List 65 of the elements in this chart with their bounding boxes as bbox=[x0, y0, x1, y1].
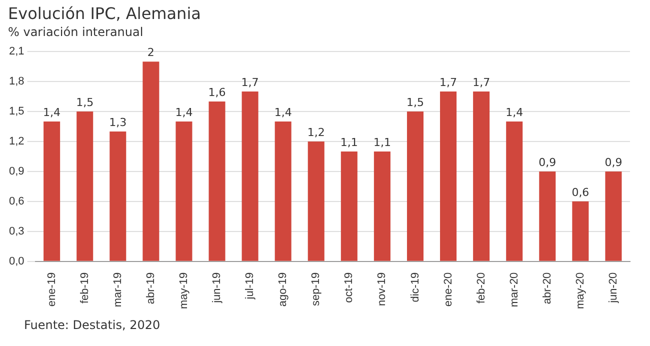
y-tick-label: 1,5 bbox=[8, 106, 24, 118]
data-label: 1,4 bbox=[43, 106, 61, 119]
x-tick-label: mar-19 bbox=[112, 272, 124, 308]
data-label: 1,4 bbox=[274, 106, 292, 119]
y-tick-label: 0,6 bbox=[8, 195, 24, 208]
data-label: 1,1 bbox=[340, 136, 358, 149]
x-tick-label: may-19 bbox=[178, 272, 190, 310]
bar bbox=[142, 62, 160, 261]
x-tick-label: ene-19 bbox=[46, 272, 58, 307]
data-label: 0,6 bbox=[572, 186, 590, 199]
x-tick-label: ago-19 bbox=[277, 272, 290, 307]
x-tick-label: nov-19 bbox=[376, 272, 388, 306]
bar bbox=[340, 151, 358, 261]
y-tick-label: 1,8 bbox=[8, 76, 24, 88]
data-label: 2 bbox=[147, 46, 154, 59]
bar bbox=[44, 122, 60, 261]
data-label: 1,3 bbox=[109, 116, 127, 129]
x-tick-label: feb-20 bbox=[475, 272, 488, 304]
data-label: 1,4 bbox=[175, 106, 193, 119]
bar bbox=[110, 131, 126, 261]
data-label: 1,5 bbox=[406, 96, 424, 109]
data-label: 1,7 bbox=[440, 76, 458, 89]
data-label: 1,1 bbox=[373, 136, 391, 149]
data-label: 1,5 bbox=[76, 96, 94, 109]
y-tick-label: 0,3 bbox=[8, 225, 24, 238]
bar bbox=[440, 92, 457, 261]
x-tick-label: oct-19 bbox=[343, 272, 356, 303]
x-tick-label: dic-19 bbox=[409, 272, 422, 302]
x-tick-label: abr-20 bbox=[541, 272, 554, 304]
data-label: 0,9 bbox=[538, 156, 556, 169]
bar bbox=[406, 112, 424, 261]
bar bbox=[572, 201, 589, 261]
x-tick-label: feb-19 bbox=[78, 272, 91, 304]
x-tick-label: jun-19 bbox=[211, 272, 224, 304]
x-tick-label: may-20 bbox=[574, 272, 586, 310]
data-label: 1,7 bbox=[241, 76, 259, 89]
data-label: 1,6 bbox=[208, 86, 226, 99]
bar bbox=[76, 112, 94, 261]
data-label: 1,7 bbox=[472, 76, 490, 89]
bar bbox=[242, 92, 258, 261]
x-tick-label: sep-19 bbox=[310, 272, 322, 306]
bar bbox=[208, 102, 226, 261]
bar bbox=[308, 141, 324, 261]
y-tick-label: 0,0 bbox=[8, 255, 24, 268]
x-tick-label: mar-20 bbox=[508, 272, 520, 308]
x-tick-label: jul-19 bbox=[244, 272, 256, 300]
y-tick-label: 2,1 bbox=[8, 46, 24, 58]
bar bbox=[506, 122, 523, 261]
bar bbox=[539, 171, 556, 261]
x-tick-label: abr-19 bbox=[144, 272, 157, 304]
y-tick-label: 1,2 bbox=[8, 136, 24, 148]
bar bbox=[605, 171, 622, 261]
bar bbox=[176, 122, 192, 261]
y-tick-label: 0,9 bbox=[8, 165, 24, 178]
x-tick-label: ene-20 bbox=[442, 272, 454, 307]
bar bbox=[274, 122, 292, 261]
data-label: 1,2 bbox=[307, 126, 325, 139]
chart-title: Evolución IPC, Alemania bbox=[8, 4, 201, 23]
source-note: Fuente: Destatis, 2020 bbox=[24, 318, 160, 332]
x-tick-label: jun-20 bbox=[608, 272, 620, 304]
bar bbox=[374, 151, 390, 261]
chart-subtitle: % variación interanual bbox=[8, 25, 144, 39]
bar bbox=[473, 92, 490, 261]
data-label: 1,4 bbox=[506, 106, 524, 119]
data-label: 0,9 bbox=[604, 156, 622, 169]
